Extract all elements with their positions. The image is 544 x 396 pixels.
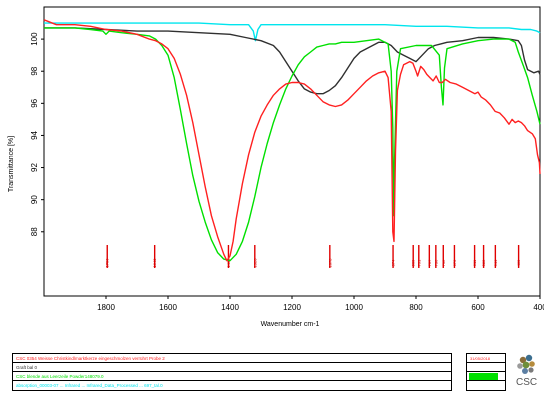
y-tick-label: 90 — [30, 195, 39, 204]
peak-label: 544 — [493, 259, 498, 266]
peak-label: 611 — [472, 259, 477, 266]
peak-label: 736 — [433, 259, 438, 266]
peak-label: 712 — [441, 259, 446, 266]
peak-label: 809 — [411, 259, 416, 266]
peak-label: 469 — [516, 259, 521, 266]
date-table: 31/05/2018 2018/09/11 — [466, 353, 506, 391]
y-axis-label: Transmittance [%] — [8, 136, 15, 192]
spectrum-line-3 — [44, 27, 541, 262]
x-tick-label: 1800 — [97, 303, 115, 312]
logo-mark-icon — [517, 354, 535, 374]
date-row-4 — [467, 381, 505, 390]
spectrum-line-1 — [43, 19, 541, 262]
x-tick-label: 1000 — [345, 303, 363, 312]
legend-row-1: CSC 0354 Weisse Christkindlmarktkerze ei… — [13, 354, 451, 363]
spectrum-line-4 — [44, 22, 541, 42]
x-tick-label: 800 — [409, 303, 423, 312]
x-axis-label: Wavenumber cm-1 — [261, 321, 320, 328]
peak-label: 1078 — [327, 258, 332, 268]
date-row-1: 31/05/2018 — [467, 354, 505, 363]
legend-table: CSC 0354 Weisse Christkindlmarktkerze ei… — [12, 353, 452, 391]
peak-label: 676 — [452, 259, 457, 266]
legend-entry-4: absorption_00003-07 ... Infrared ... Inf… — [16, 383, 163, 388]
y-tick-label: 98 — [30, 66, 39, 75]
y-tick-label: 94 — [30, 130, 39, 139]
legend-row-4: absorption_00003-07 ... Infrared ... Inf… — [13, 381, 451, 390]
legend-row-2: Graft bal 0 — [13, 363, 451, 372]
peak-label: 791 — [416, 259, 421, 266]
x-tick-label: 1200 — [283, 303, 301, 312]
peak-label: 874 — [391, 259, 396, 266]
x-tick-label: 1400 — [221, 303, 239, 312]
peak-label: 1320 — [252, 258, 257, 268]
date-cell-3: 2018/09/11 — [469, 373, 498, 380]
date-cell-2 — [469, 364, 498, 371]
peak-label: 1405 — [226, 258, 231, 268]
peak-label: 1796 — [105, 258, 110, 268]
peak-label: 757 — [427, 259, 432, 266]
y-tick-label: 88 — [30, 227, 39, 236]
peak-label: 582 — [481, 259, 486, 266]
plot-frame — [43, 6, 541, 297]
x-tick-label: 400 — [533, 303, 544, 312]
logo-text: CSC — [516, 377, 538, 388]
peak-label: 1643 — [152, 258, 157, 268]
legend-row-3: CSC blende aus Leerzeile Powder148079.0 — [13, 372, 451, 381]
x-tick-label: 1600 — [159, 303, 177, 312]
ir-spectrum-chart: 1796 1643 1405 1320 1078 874 809 791 757 736 712 67… — [8, 6, 544, 328]
date-row-2 — [467, 363, 505, 372]
legend-entry-2: Graft bal 0 — [16, 365, 38, 370]
date-cell-1: 31/05/2018 — [469, 355, 498, 362]
y-tick-label: 92 — [30, 163, 39, 172]
legend-entry-1: CSC 0354 Weisse Christkindlmarktkerze ei… — [16, 356, 165, 361]
x-tick-label: 600 — [471, 303, 485, 312]
spectrum-line-2 — [44, 27, 541, 95]
csc-logo: CSC — [512, 350, 544, 396]
legend-entry-3: CSC blende aus Leerzeile Powder148079.0 — [16, 374, 104, 379]
y-tick-label: 96 — [30, 98, 39, 107]
date-row-3: 2018/09/11 — [467, 372, 505, 381]
date-cell-4 — [469, 382, 498, 389]
y-tick-label: 100 — [30, 32, 39, 46]
